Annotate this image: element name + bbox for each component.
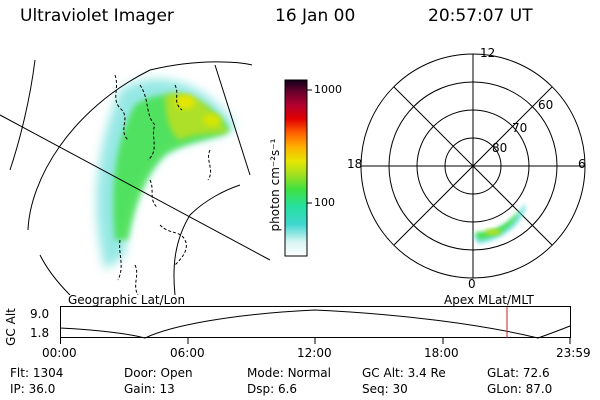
info-dsp: Dsp: 6.6 xyxy=(247,382,298,396)
observation-time: 20:57:07 UT xyxy=(428,6,533,26)
polar-caption: Apex MLat/MLT xyxy=(444,293,534,307)
altitude-xtick-0600: 06:00 xyxy=(170,346,205,360)
colorbar-tick-100: 100 xyxy=(314,196,335,209)
polar-diagonal-2 xyxy=(393,86,553,246)
map-grid xyxy=(0,59,270,295)
altitude-ytick-1-8: 1.8 xyxy=(30,326,50,340)
colorbar xyxy=(284,79,312,257)
colorbar-tick-1000: 1000 xyxy=(314,83,342,96)
info-gain: Gain: 13 xyxy=(124,382,175,396)
altitude-xtick-1800: 18:00 xyxy=(424,346,459,360)
info-mode: Mode: Normal xyxy=(247,366,331,380)
geographic-caption: Geographic Lat/Lon xyxy=(68,293,186,307)
geographic-image xyxy=(0,59,270,295)
info-glon: GLon: 87.0 xyxy=(487,382,553,396)
observation-date: 16 Jan 00 xyxy=(275,6,356,26)
polar-lat-60: 60 xyxy=(538,98,554,112)
altitude-xtick-0000: 00:00 xyxy=(42,346,77,360)
coastlines xyxy=(114,74,212,295)
instrument-title: Ultraviolet Imager xyxy=(20,6,174,26)
polar-lat-80: 80 xyxy=(492,141,508,155)
altitude-curve xyxy=(60,309,571,339)
aurora-emission xyxy=(96,79,235,270)
altitude-xtick-2359: 23:59 xyxy=(556,346,591,360)
info-glat: GLat: 72.6 xyxy=(487,366,550,380)
polar-lat-70: 70 xyxy=(512,121,528,135)
altitude-ytick-9: 9.0 xyxy=(30,307,50,321)
altitude-xtick-1200: 12:00 xyxy=(297,346,332,360)
info-door: Door: Open xyxy=(124,366,193,380)
info-flt: Flt: 1304 xyxy=(10,366,64,380)
polar-label-0: 0 xyxy=(468,277,476,291)
altitude-ylabel: GC Alt xyxy=(3,308,18,346)
polar-aurora xyxy=(473,204,526,244)
info-gc-alt: GC Alt: 3.4 Re xyxy=(362,366,446,380)
info-ip: IP: 36.0 xyxy=(10,382,56,396)
info-seq: Seq: 30 xyxy=(362,382,408,396)
polar-label-6: 6 xyxy=(578,157,586,171)
colorbar-label: photon cm⁻²s⁻¹ xyxy=(268,138,282,232)
polar-plot xyxy=(360,53,586,279)
polar-label-18: 18 xyxy=(347,157,363,171)
altitude-plot xyxy=(60,306,571,344)
polar-label-12: 12 xyxy=(480,46,496,60)
